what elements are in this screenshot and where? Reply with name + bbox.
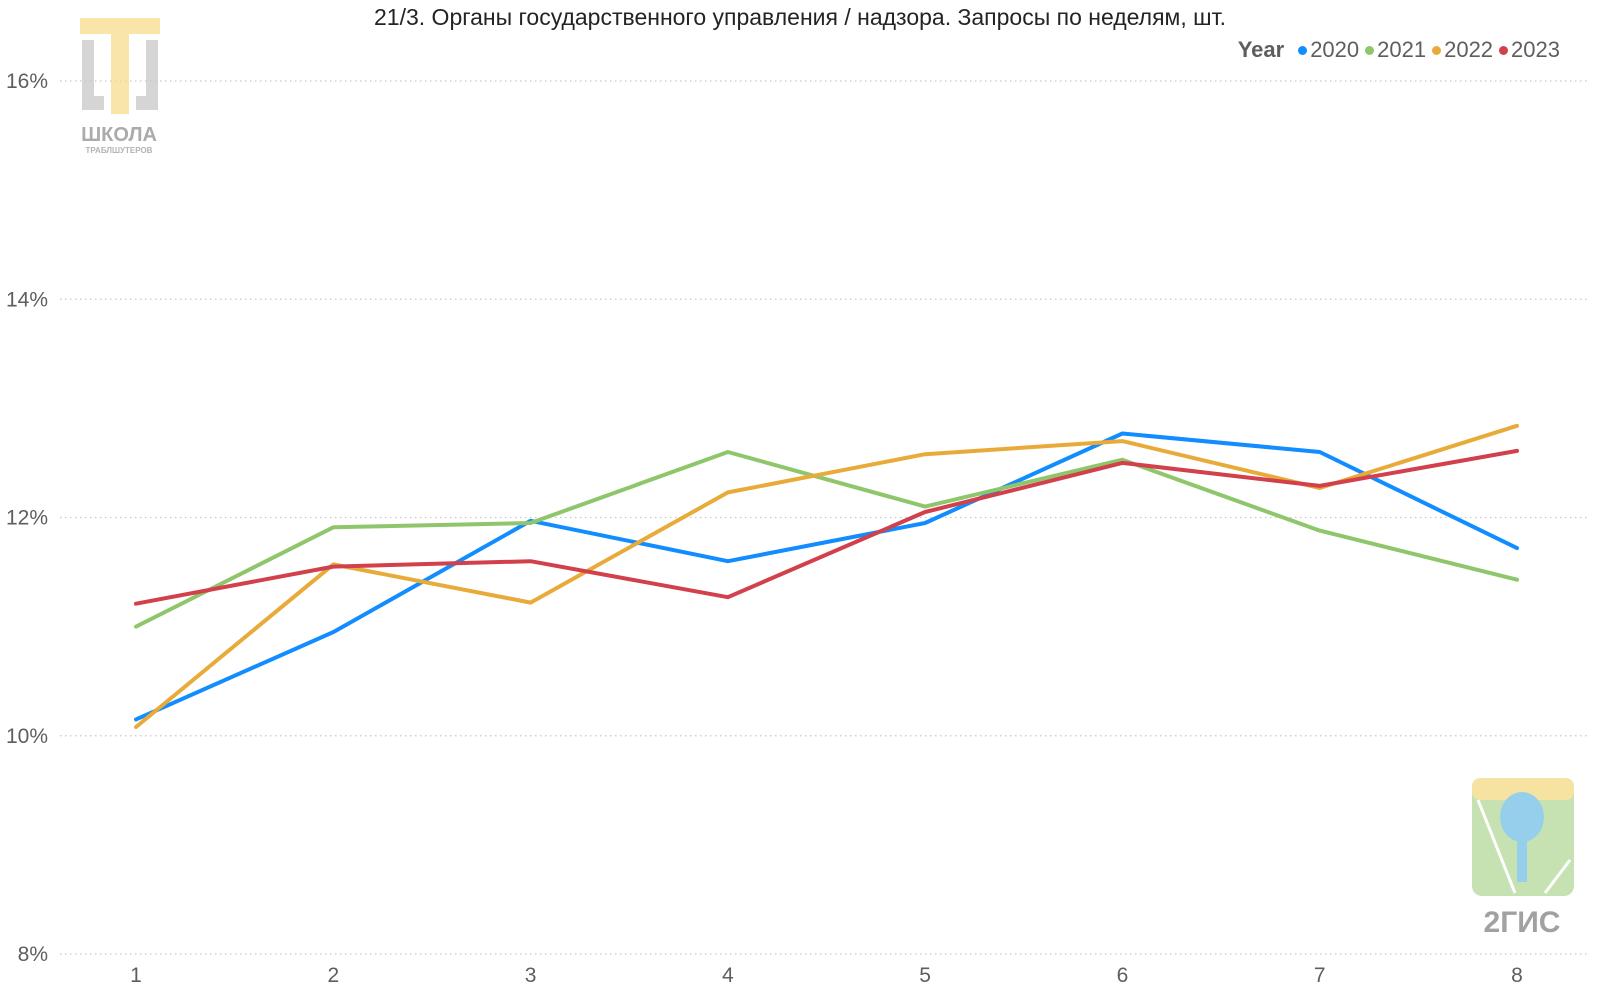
2gis-logo-text: 2ГИС — [1484, 906, 1561, 939]
legend: Year 2020 2021 2022 2023 — [1238, 37, 1560, 63]
y-tick-label: 8% — [18, 943, 48, 966]
x-tick-label: 6 — [1117, 964, 1129, 987]
y-tick-label: 16% — [6, 70, 48, 93]
x-tick-label: 2 — [327, 964, 339, 987]
legend-label-2020: 2020 — [1310, 37, 1360, 62]
x-tick-label: 8 — [1511, 964, 1523, 987]
legend-label-2021: 2021 — [1377, 37, 1427, 62]
legend-item-2020[interactable]: 2020 — [1298, 37, 1359, 63]
x-tick-label: 1 — [130, 964, 142, 987]
chart-title: 21/3. Органы государственного управления… — [374, 4, 1226, 30]
series-line-2021[interactable] — [134, 450, 1519, 629]
legend-marker-2020 — [1298, 45, 1308, 55]
y-tick-label: 10% — [6, 725, 48, 748]
legend-item-2021[interactable]: 2021 — [1365, 37, 1426, 63]
x-tick-label: 7 — [1314, 964, 1326, 987]
x-tick-label: 5 — [919, 964, 931, 987]
series-line-2023[interactable] — [134, 448, 1519, 606]
legend-item-2023[interactable]: 2023 — [1499, 37, 1560, 63]
legend-item-2022[interactable]: 2022 — [1432, 37, 1493, 63]
legend-marker-2021 — [1365, 45, 1375, 55]
series-lines — [134, 423, 1519, 729]
legend-label-2023: 2023 — [1511, 37, 1560, 62]
school-logo-subtext: ТРАБЛШУТЕРОВ — [86, 146, 153, 155]
y-tick-label: 12% — [6, 507, 48, 530]
legend-marker-2022 — [1432, 45, 1442, 55]
x-tick-label: 3 — [525, 964, 537, 987]
2gis-logo-icon: 2ГИС — [1472, 778, 1574, 939]
gridlines — [60, 80, 1590, 955]
x-tick-label: 4 — [722, 964, 734, 987]
y-tick-label: 14% — [6, 288, 48, 311]
school-logo-icon: ШКОЛА ТРАБЛШУТЕРОВ — [80, 18, 160, 155]
legend-marker-2023 — [1499, 45, 1509, 55]
x-axis: 1 2 3 4 5 6 7 8 — [130, 964, 1523, 987]
series-line-2022[interactable] — [134, 423, 1519, 729]
series-line-2020[interactable] — [134, 431, 1519, 722]
y-axis: 8% 10% 12% 14% 16% — [6, 70, 48, 966]
legend-title: Year — [1237, 37, 1285, 62]
legend-label-2022: 2022 — [1444, 37, 1494, 62]
school-logo-text: ШКОЛА — [81, 124, 157, 146]
